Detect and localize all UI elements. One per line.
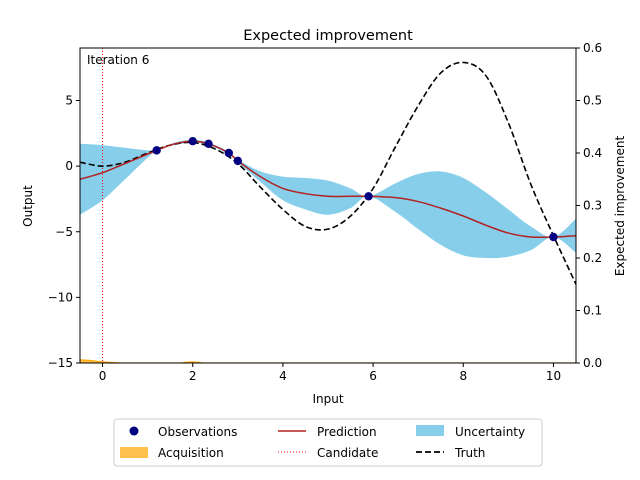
x-tick-label: 0 [99, 369, 107, 383]
legend-acquisition-label: Acquisition [158, 446, 224, 460]
x-tick-label: 6 [369, 369, 377, 383]
prediction-line [80, 140, 576, 239]
observation-point [188, 136, 197, 146]
legend-candidate-label: Candidate [317, 446, 378, 460]
right-axis: 0.0 0.1 0.2 0.3 0.4 0.5 0.6 [576, 41, 602, 370]
y-tick-label-right: 0.6 [583, 41, 602, 55]
x-axis-label: Input [312, 392, 343, 406]
uncertainty-band [80, 139, 576, 259]
y-tick-label-right: 0.2 [583, 251, 602, 265]
legend-acquisition-swatch [120, 447, 148, 458]
x-tick-label: 2 [189, 369, 197, 383]
y-tick-label-left: 0 [65, 159, 73, 173]
y-tick-label-right: 0.3 [583, 199, 602, 213]
y-tick-label-left: −15 [48, 356, 73, 370]
observation-point [224, 148, 233, 158]
observation-point [152, 146, 161, 155]
y-tick-label-right: 0.0 [583, 356, 602, 370]
observation-point [549, 232, 558, 242]
truth-line [80, 61, 576, 285]
y-tick-label-left: −5 [55, 225, 73, 239]
y-tick-label-left: 5 [65, 94, 73, 108]
legend-uncertainty-label: Uncertainty [455, 425, 525, 439]
y-tick-label-right: 0.5 [583, 94, 602, 108]
y-axis-label-right: Expected improvement [613, 136, 627, 277]
legend-uncertainty-swatch [416, 425, 444, 436]
legend-truth-label: Truth [454, 446, 485, 460]
observation-point [204, 139, 213, 149]
y-tick-label-right: 0.4 [583, 146, 602, 160]
chart-title: Expected improvement [243, 28, 413, 44]
x-tick-label: 8 [459, 369, 467, 383]
legend: Observations Acquisition Prediction Cand… [113, 418, 543, 467]
iteration-annotation: Iteration 6 [87, 53, 149, 67]
legend-prediction-label: Prediction [317, 425, 377, 439]
x-tick-label: 4 [279, 369, 287, 383]
observation-point [364, 192, 373, 201]
legend-observations-marker [129, 426, 139, 436]
x-tick-label: 10 [546, 369, 561, 383]
left-axis: −15 −10 −5 0 5 [48, 94, 80, 370]
y-axis-label-left: Output [21, 185, 35, 227]
y-tick-label-left: −10 [48, 290, 73, 304]
series-group [80, 48, 576, 363]
plot-area [79, 47, 577, 364]
x-axis: 0 2 4 6 8 10 [99, 363, 561, 383]
y-tick-label-right: 0.1 [583, 304, 602, 318]
legend-observations-label: Observations [158, 425, 237, 439]
observation-point [233, 156, 243, 166]
